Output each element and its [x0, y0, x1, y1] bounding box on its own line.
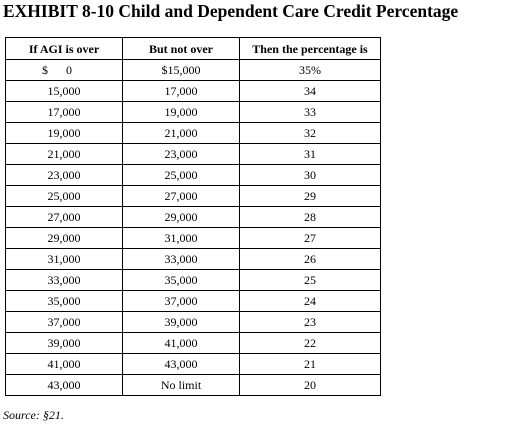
- cell-agi-over: 41,000: [5, 353, 123, 375]
- cell-agi-over: 37,000: [5, 311, 123, 333]
- cell-percentage: 23: [239, 311, 381, 333]
- cell-not-over: $15,000: [122, 59, 240, 81]
- table-row: $0 $15,000 35%: [5, 59, 381, 81]
- cell-not-over: 39,000: [122, 311, 240, 333]
- table-row: 33,000 35,000 25: [5, 269, 381, 291]
- cell-not-over: 35,000: [122, 269, 240, 291]
- header-not-over: But not over: [122, 37, 240, 60]
- table-row: 17,000 19,000 33: [5, 101, 381, 123]
- table-row: 31,000 33,000 26: [5, 248, 381, 270]
- header-percentage: Then the percentage is: [239, 37, 381, 60]
- cell-not-over: 37,000: [122, 290, 240, 312]
- cell-percentage: 27: [239, 227, 381, 249]
- cell-percentage: 34: [239, 80, 381, 102]
- credit-percentage-table: If AGI is over But not over Then the per…: [5, 37, 381, 396]
- cell-not-over: 25,000: [122, 164, 240, 186]
- cell-agi-over: 33,000: [5, 269, 123, 291]
- cell-percentage: 35%: [239, 59, 381, 81]
- cell-not-over: 33,000: [122, 248, 240, 270]
- cell-agi-over: 29,000: [5, 227, 123, 249]
- table-header-row: If AGI is over But not over Then the per…: [5, 37, 381, 60]
- cell-not-over: 19,000: [122, 101, 240, 123]
- table-row: 19,000 21,000 32: [5, 122, 381, 144]
- cell-agi-over: 21,000: [5, 143, 123, 165]
- cell-agi-over: 15,000: [5, 80, 123, 102]
- cell-percentage: 21: [239, 353, 381, 375]
- cell-percentage: 26: [239, 248, 381, 270]
- cell-not-over: No limit: [122, 374, 240, 396]
- cell-percentage: 20: [239, 374, 381, 396]
- cell-not-over: 17,000: [122, 80, 240, 102]
- cell-percentage: 28: [239, 206, 381, 228]
- agi-over-value: 0: [66, 63, 72, 77]
- table-row: 29,000 31,000 27: [5, 227, 381, 249]
- cell-percentage: 25: [239, 269, 381, 291]
- cell-agi-over: 43,000: [5, 374, 123, 396]
- cell-agi-over: 19,000: [5, 122, 123, 144]
- cell-percentage: 32: [239, 122, 381, 144]
- table-row: 43,000 No limit 20: [5, 374, 381, 396]
- cell-not-over: 23,000: [122, 143, 240, 165]
- cell-not-over: 43,000: [122, 353, 240, 375]
- cell-agi-over: 23,000: [5, 164, 123, 186]
- cell-not-over: 27,000: [122, 185, 240, 207]
- table-row: 41,000 43,000 21: [5, 353, 381, 375]
- table-row: 39,000 41,000 22: [5, 332, 381, 354]
- cell-not-over: 29,000: [122, 206, 240, 228]
- table-row: 21,000 23,000 31: [5, 143, 381, 165]
- cell-percentage: 24: [239, 290, 381, 312]
- cell-percentage: 31: [239, 143, 381, 165]
- cell-not-over: 31,000: [122, 227, 240, 249]
- cell-agi-over: $0: [5, 59, 123, 81]
- cell-agi-over: 27,000: [5, 206, 123, 228]
- cell-agi-over: 25,000: [5, 185, 123, 207]
- cell-percentage: 30: [239, 164, 381, 186]
- currency-symbol: $: [42, 63, 48, 77]
- cell-agi-over: 31,000: [5, 248, 123, 270]
- header-agi-over: If AGI is over: [5, 37, 123, 60]
- table-row: 23,000 25,000 30: [5, 164, 381, 186]
- table-row: 25,000 27,000 29: [5, 185, 381, 207]
- cell-percentage: 29: [239, 185, 381, 207]
- table-row: 27,000 29,000 28: [5, 206, 381, 228]
- table-row: 35,000 37,000 24: [5, 290, 381, 312]
- table-row: 37,000 39,000 23: [5, 311, 381, 333]
- cell-not-over: 41,000: [122, 332, 240, 354]
- cell-agi-over: 17,000: [5, 101, 123, 123]
- cell-percentage: 22: [239, 332, 381, 354]
- cell-percentage: 33: [239, 101, 381, 123]
- exhibit-title: EXHIBIT 8-10 Child and Dependent Care Cr…: [3, 1, 459, 21]
- source-note: Source: §21.: [3, 408, 64, 422]
- table-row: 15,000 17,000 34: [5, 80, 381, 102]
- cell-not-over: 21,000: [122, 122, 240, 144]
- cell-agi-over: 35,000: [5, 290, 123, 312]
- cell-agi-over: 39,000: [5, 332, 123, 354]
